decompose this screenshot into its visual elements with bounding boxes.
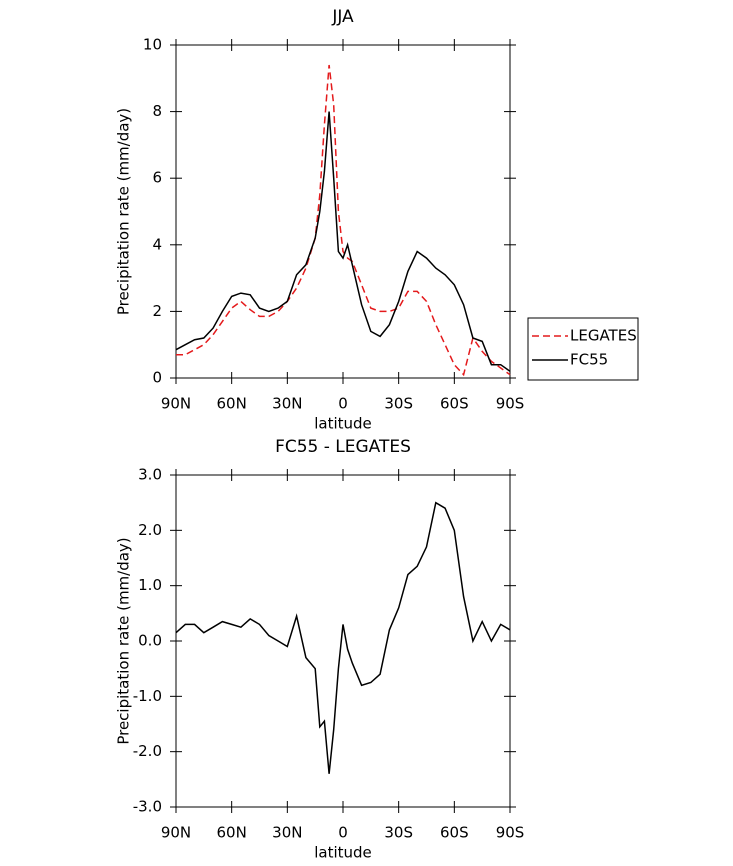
- plot-frame: [175, 474, 511, 808]
- x-tick-label: 90N: [161, 395, 191, 413]
- y-axis-label: Precipitation rate (mm/day): [115, 537, 133, 744]
- y-tick-label: 8: [152, 102, 162, 120]
- y-tick-label: 2: [152, 302, 162, 320]
- x-tick-label: 90S: [496, 824, 525, 842]
- y-axis-label: Precipitation rate (mm/day): [115, 108, 133, 315]
- data-line: [176, 64, 511, 377]
- y-tick-label: 0: [152, 369, 162, 387]
- y-tick-label: 6: [152, 169, 162, 187]
- y-tick-label: 2.0: [138, 521, 162, 539]
- x-tick-label: 30S: [384, 395, 413, 413]
- y-tick-label: 1.0: [138, 576, 162, 594]
- data-line: [175, 501, 511, 774]
- x-tick-label: 90S: [496, 395, 525, 413]
- legend-label: FC55: [570, 351, 608, 369]
- y-tick-label: -2.0: [133, 742, 162, 760]
- x-tick-label: 30S: [384, 824, 413, 842]
- x-tick-label: 90N: [161, 824, 191, 842]
- plot-frame: [175, 44, 511, 379]
- chart-title: JJA: [331, 7, 354, 27]
- x-tick-label: 60S: [440, 824, 469, 842]
- y-tick-label: 3.0: [138, 466, 162, 484]
- y-tick-label: -1.0: [133, 687, 162, 705]
- data-line: [175, 111, 511, 372]
- y-tick-label: 0.0: [138, 632, 162, 650]
- x-tick-label: 0: [338, 395, 348, 413]
- legend-label: LEGATES: [570, 327, 637, 345]
- x-tick-label: 30N: [272, 395, 302, 413]
- x-tick-label: 60N: [217, 824, 247, 842]
- x-tick-label: 60S: [440, 395, 469, 413]
- x-tick-label: 60N: [217, 395, 247, 413]
- y-tick-label: 4: [152, 235, 162, 253]
- legend-box: [527, 317, 639, 381]
- x-tick-label: 0: [338, 824, 348, 842]
- y-tick-label: 10: [143, 36, 162, 54]
- x-tick-label: 30N: [272, 824, 302, 842]
- y-tick-label: -3.0: [133, 798, 162, 816]
- x-axis-label: latitude: [314, 844, 372, 862]
- x-axis-label: latitude: [314, 415, 372, 433]
- chart-title: FC55 - LEGATES: [275, 437, 411, 457]
